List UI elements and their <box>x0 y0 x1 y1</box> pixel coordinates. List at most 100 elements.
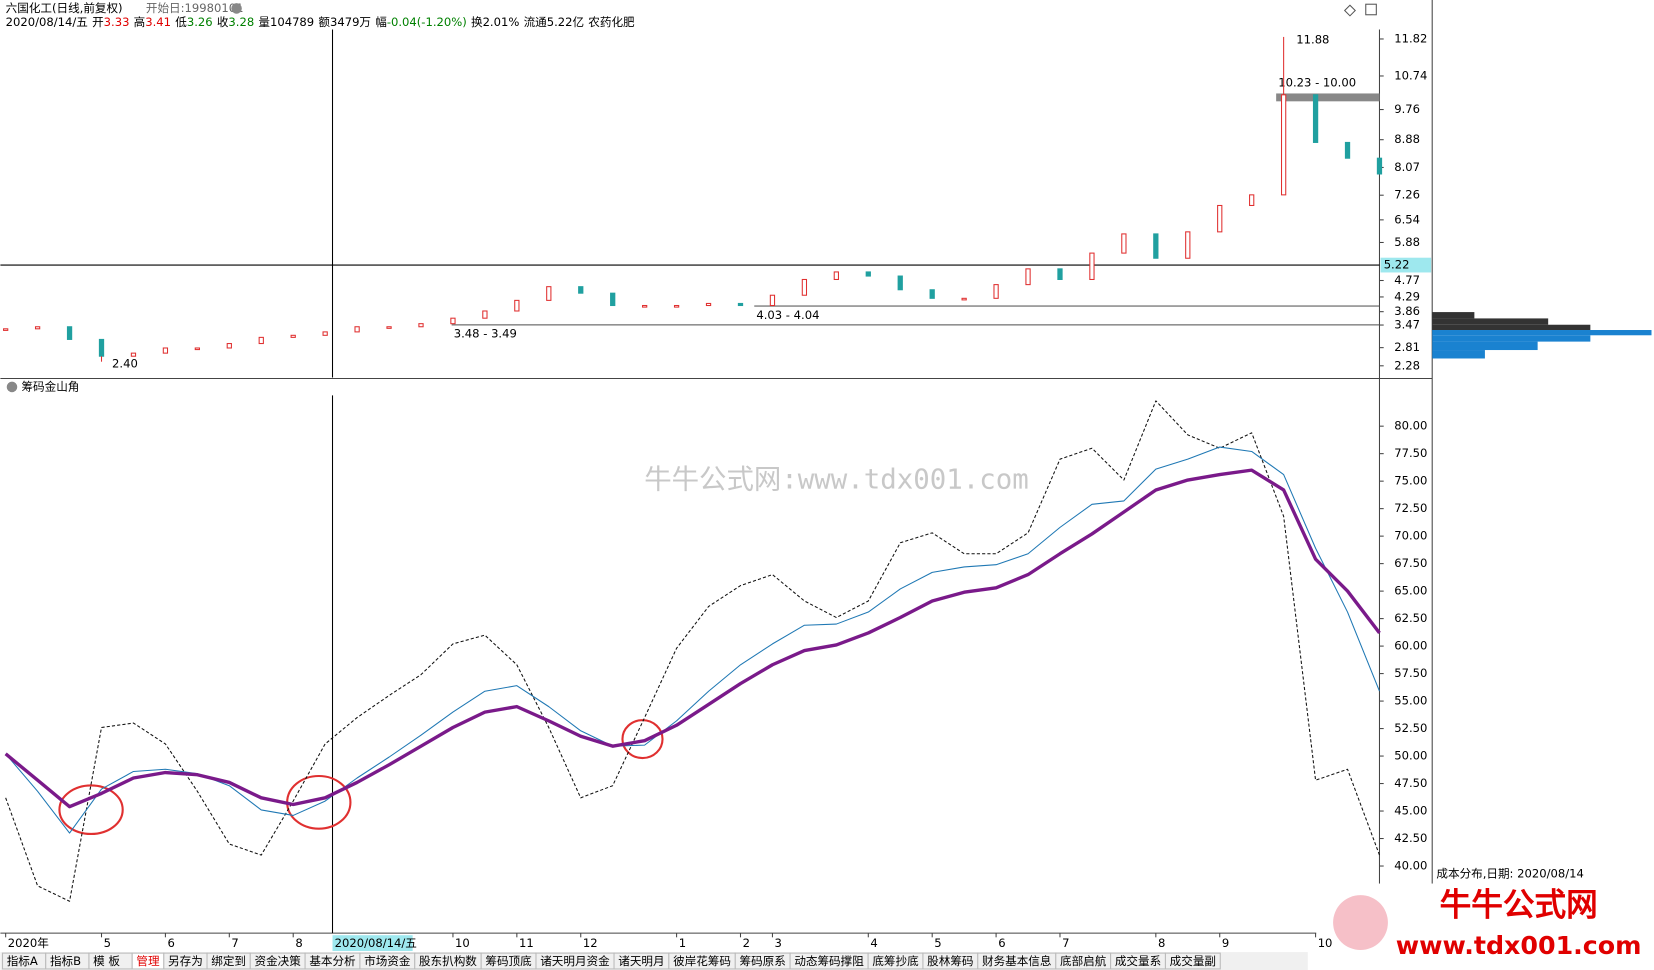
diamond-icon[interactable] <box>1343 4 1356 17</box>
x-tick-label: 7 <box>231 936 238 950</box>
candle <box>322 331 328 336</box>
tab-label[interactable]: 指标B <box>50 954 81 968</box>
y-tick-label: 47.50 <box>1394 776 1427 790</box>
y-tick-label: 72.50 <box>1394 501 1427 515</box>
candle <box>130 352 137 357</box>
tab-label[interactable]: 彼岸花筹码 <box>673 954 731 968</box>
tab-label[interactable]: 另存为 <box>168 954 203 968</box>
y-tick-label: 3.47 <box>1394 318 1420 332</box>
indicator-line <box>4 468 1381 809</box>
dropdown-icon[interactable] <box>231 3 242 14</box>
price-band <box>754 305 1380 307</box>
tab-label[interactable]: 诸天明月 <box>618 954 664 968</box>
tab-label[interactable]: 基本分析 <box>309 954 356 968</box>
candle <box>737 302 744 307</box>
tab-label[interactable]: 动态筹码撑阻 <box>794 954 864 968</box>
x-tick-label: 10 <box>455 936 470 950</box>
cursor-date-bg <box>332 935 413 952</box>
info-label: 换 <box>471 15 483 29</box>
info-label: 额 <box>318 15 330 29</box>
cost-distribution-label: 成本分布,日期: 2020/08/14 <box>1436 867 1583 881</box>
tab-label[interactable]: 筹码顶底 <box>485 954 532 968</box>
info-label: 流通 <box>524 15 548 29</box>
chip-distribution <box>1432 312 1652 359</box>
tab-label[interactable]: 成交量副 <box>1170 954 1216 968</box>
x-tick-label: 1 <box>679 936 686 950</box>
info-date: 2020/08/14/五 <box>6 15 88 29</box>
chip-bar <box>1432 324 1591 331</box>
x-tick-label: 5 <box>104 936 111 950</box>
candle <box>258 336 264 345</box>
tab-label[interactable]: 指标A <box>7 954 38 968</box>
indicator-menu[interactable] <box>6 381 18 393</box>
tab-label[interactable]: 财务基本信息 <box>982 954 1051 968</box>
x-tick-label: 11 <box>519 936 534 950</box>
candle <box>1153 233 1159 259</box>
y-tick-label: 4.29 <box>1394 289 1420 303</box>
candle <box>34 326 41 330</box>
chip-bar <box>1432 318 1549 325</box>
y-tick-label: 62.50 <box>1394 611 1427 625</box>
tab[interactable] <box>1164 952 1221 970</box>
cursor-date: 2020/08/14/五 <box>335 936 417 950</box>
candle <box>865 271 871 277</box>
info-value: 3.41 <box>145 15 171 29</box>
y-tick-label: 45.00 <box>1394 804 1427 818</box>
candle <box>514 299 520 312</box>
info-label: 高 <box>134 15 146 29</box>
info-label: 开 <box>92 15 104 29</box>
y-tick-label: 75.00 <box>1394 474 1427 488</box>
x-tick-label: 5 <box>934 936 941 950</box>
y-tick-label: 60.00 <box>1394 639 1427 653</box>
candle <box>194 347 200 351</box>
candle <box>546 286 552 301</box>
candle <box>1089 252 1095 281</box>
x-tick-label: 12 <box>583 936 598 950</box>
candle <box>578 286 584 294</box>
candle <box>482 310 488 319</box>
low-label: 2.40 <box>112 356 138 370</box>
tab-label[interactable]: 筹码原系 <box>739 954 785 968</box>
x-tick-label: 9 <box>1222 936 1229 950</box>
price-band <box>451 324 1380 326</box>
candle <box>354 326 360 333</box>
indicator-line <box>5 400 1380 902</box>
candle <box>418 323 424 328</box>
candle <box>1217 204 1223 233</box>
y-tick-label: 7.26 <box>1394 188 1420 202</box>
tab-label[interactable]: 底筹抄底 <box>872 954 919 968</box>
tab-label[interactable]: 资金决策 <box>254 954 301 968</box>
x-tick-label: 10 <box>1318 936 1333 950</box>
y-tick-label: 57.50 <box>1394 666 1427 680</box>
tab-label[interactable]: 股东扒构数 <box>419 954 477 968</box>
tab-label[interactable]: 股林筹码 <box>927 954 973 968</box>
tab-label[interactable]: 市场资金 <box>364 954 411 968</box>
chip-bar <box>1432 335 1591 342</box>
y-tick-label: 11.82 <box>1394 31 1427 45</box>
y-tick-label: 8.07 <box>1394 160 1420 174</box>
y-tick-label: 8.88 <box>1394 132 1420 146</box>
info-label: 量 <box>258 15 270 29</box>
tab-label[interactable]: 成交量系 <box>1115 954 1161 968</box>
y-tick-label: 3.86 <box>1394 304 1420 318</box>
tab-label[interactable]: 管理 <box>136 954 160 968</box>
info-value: 5.22亿 <box>547 15 584 29</box>
tab-label[interactable]: 模 板 <box>93 954 120 968</box>
info-value: 3.28 <box>228 15 254 29</box>
tab-label[interactable]: 诸天明月资金 <box>540 954 610 968</box>
candle <box>961 297 967 301</box>
info-value: 3.26 <box>187 15 213 29</box>
indicator-line <box>5 446 1380 834</box>
tab-label[interactable]: 绑定到 <box>211 954 246 968</box>
y-tick-label: 4.77 <box>1394 273 1420 287</box>
y-tick-label: 2.28 <box>1394 358 1420 372</box>
window-icon[interactable] <box>1365 3 1377 16</box>
y-tick-label: 9.76 <box>1394 102 1420 116</box>
candle <box>1025 268 1031 286</box>
candle <box>66 326 73 340</box>
chip-bar <box>1432 341 1538 351</box>
highlight-circle <box>621 719 664 760</box>
tab-label[interactable]: 底部启航 <box>1060 954 1107 968</box>
start-date: 开始日:19980101 <box>146 1 244 15</box>
info-value: 3.33 <box>104 15 130 29</box>
